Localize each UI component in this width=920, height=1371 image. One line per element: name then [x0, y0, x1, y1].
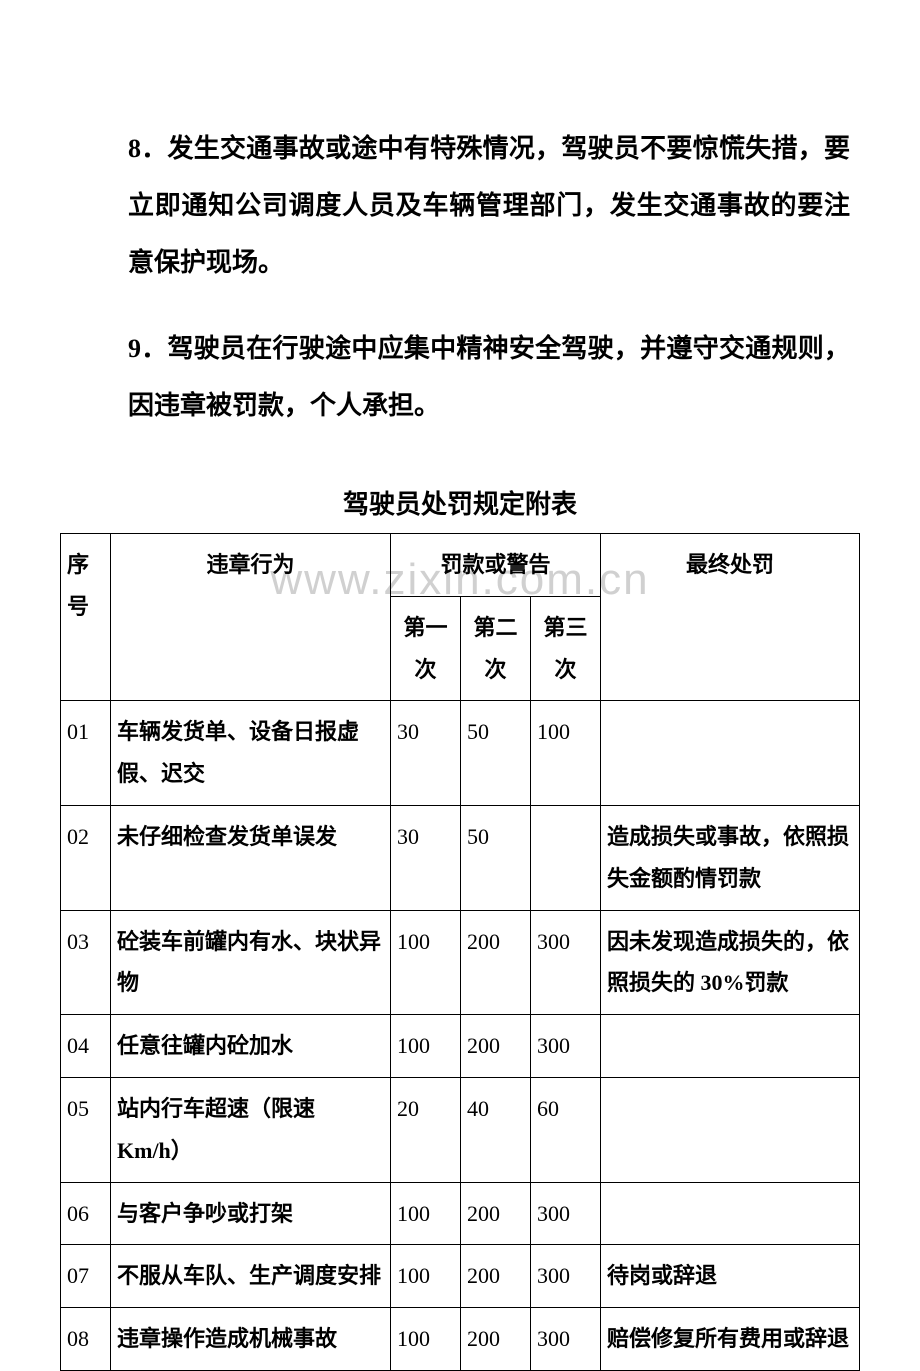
cell-p2: 50: [461, 805, 531, 910]
header-behavior: 违章行为: [111, 533, 391, 700]
paragraph-9: 9．驾驶员在行驶途中应集中精神安全驾驶，并遵守交通规则，因违章被罚款，个人承担。: [60, 320, 860, 434]
cell-final: [601, 1015, 860, 1078]
cell-behavior: 与客户争吵或打架: [111, 1182, 391, 1245]
cell-p1: 100: [391, 1245, 461, 1308]
cell-final: 造成损失或事故，依照损失金额酌情罚款: [601, 805, 860, 910]
header-final: 最终处罚: [601, 533, 860, 700]
cell-seq: 03: [61, 910, 111, 1015]
cell-p1: 30: [391, 805, 461, 910]
cell-p1: 100: [391, 1182, 461, 1245]
header-penalty-2: 第二次: [461, 596, 531, 701]
cell-final: 待岗或辞退: [601, 1245, 860, 1308]
cell-behavior: 不服从车队、生产调度安排: [111, 1245, 391, 1308]
cell-p3: 300: [531, 1015, 601, 1078]
cell-p1: 100: [391, 1015, 461, 1078]
table-row: 02 未仔细检查发货单误发 30 50 造成损失或事故，依照损失金额酌情罚款: [61, 805, 860, 910]
cell-final: 赔偿修复所有费用或辞退: [601, 1308, 860, 1371]
table-body: 01 车辆发货单、设备日报虚假、迟交 30 50 100 02 未仔细检查发货单…: [61, 701, 860, 1371]
cell-p2: 50: [461, 701, 531, 806]
table-row: 03 砼装车前罐内有水、块状异物 100 200 300 因未发现造成损失的，依…: [61, 910, 860, 1015]
cell-seq: 04: [61, 1015, 111, 1078]
header-seq: 序号: [61, 533, 111, 700]
penalty-table: 序号 违章行为 罚款或警告 最终处罚 第一次 第二次 第三次 01 车辆发货单、…: [60, 533, 860, 1371]
header-penalty-1: 第一次: [391, 596, 461, 701]
cell-p3: [531, 805, 601, 910]
cell-behavior: 未仔细检查发货单误发: [111, 805, 391, 910]
table-row: 04 任意往罐内砼加水 100 200 300: [61, 1015, 860, 1078]
paragraph-8: 8．发生交通事故或途中有特殊情况，驾驶员不要惊慌失措，要立即通知公司调度人员及车…: [60, 120, 860, 292]
table-row: 06 与客户争吵或打架 100 200 300: [61, 1182, 860, 1245]
cell-behavior: 违章操作造成机械事故: [111, 1308, 391, 1371]
cell-seq: 06: [61, 1182, 111, 1245]
header-penalty-group: 罚款或警告: [391, 533, 601, 596]
cell-seq: 08: [61, 1308, 111, 1371]
cell-p2: 200: [461, 1245, 531, 1308]
table-row: 01 车辆发货单、设备日报虚假、迟交 30 50 100: [61, 701, 860, 806]
cell-p2: 200: [461, 910, 531, 1015]
table-row: 05 站内行车超速（限速 Km/h） 20 40 60: [61, 1077, 860, 1182]
content-wrapper: 8．发生交通事故或途中有特殊情况，驾驶员不要惊慌失措，要立即通知公司调度人员及车…: [60, 120, 860, 1371]
cell-p3: 300: [531, 910, 601, 1015]
cell-final: [601, 1182, 860, 1245]
cell-p3: 300: [531, 1245, 601, 1308]
cell-seq: 05: [61, 1077, 111, 1182]
table-header-row-1: 序号 违章行为 罚款或警告 最终处罚: [61, 533, 860, 596]
cell-p1: 30: [391, 701, 461, 806]
cell-final: 因未发现造成损失的，依照损失的 30%罚款: [601, 910, 860, 1015]
cell-behavior: 站内行车超速（限速 Km/h）: [111, 1077, 391, 1182]
cell-p2: 40: [461, 1077, 531, 1182]
cell-behavior: 任意往罐内砼加水: [111, 1015, 391, 1078]
cell-final: [601, 1077, 860, 1182]
cell-seq: 07: [61, 1245, 111, 1308]
table-row: 08 违章操作造成机械事故 100 200 300 赔偿修复所有费用或辞退: [61, 1308, 860, 1371]
cell-behavior: 车辆发货单、设备日报虚假、迟交: [111, 701, 391, 806]
cell-p3: 100: [531, 701, 601, 806]
table-title: 驾驶员处罚规定附表: [60, 484, 860, 521]
cell-p3: 300: [531, 1308, 601, 1371]
table-row: 07 不服从车队、生产调度安排 100 200 300 待岗或辞退: [61, 1245, 860, 1308]
cell-p1: 100: [391, 910, 461, 1015]
header-penalty-3: 第三次: [531, 596, 601, 701]
cell-p1: 100: [391, 1308, 461, 1371]
cell-p3: 60: [531, 1077, 601, 1182]
cell-p1: 20: [391, 1077, 461, 1182]
cell-behavior: 砼装车前罐内有水、块状异物: [111, 910, 391, 1015]
cell-p3: 300: [531, 1182, 601, 1245]
cell-seq: 02: [61, 805, 111, 910]
cell-p2: 200: [461, 1182, 531, 1245]
cell-p2: 200: [461, 1308, 531, 1371]
cell-final: [601, 701, 860, 806]
cell-seq: 01: [61, 701, 111, 806]
cell-p2: 200: [461, 1015, 531, 1078]
